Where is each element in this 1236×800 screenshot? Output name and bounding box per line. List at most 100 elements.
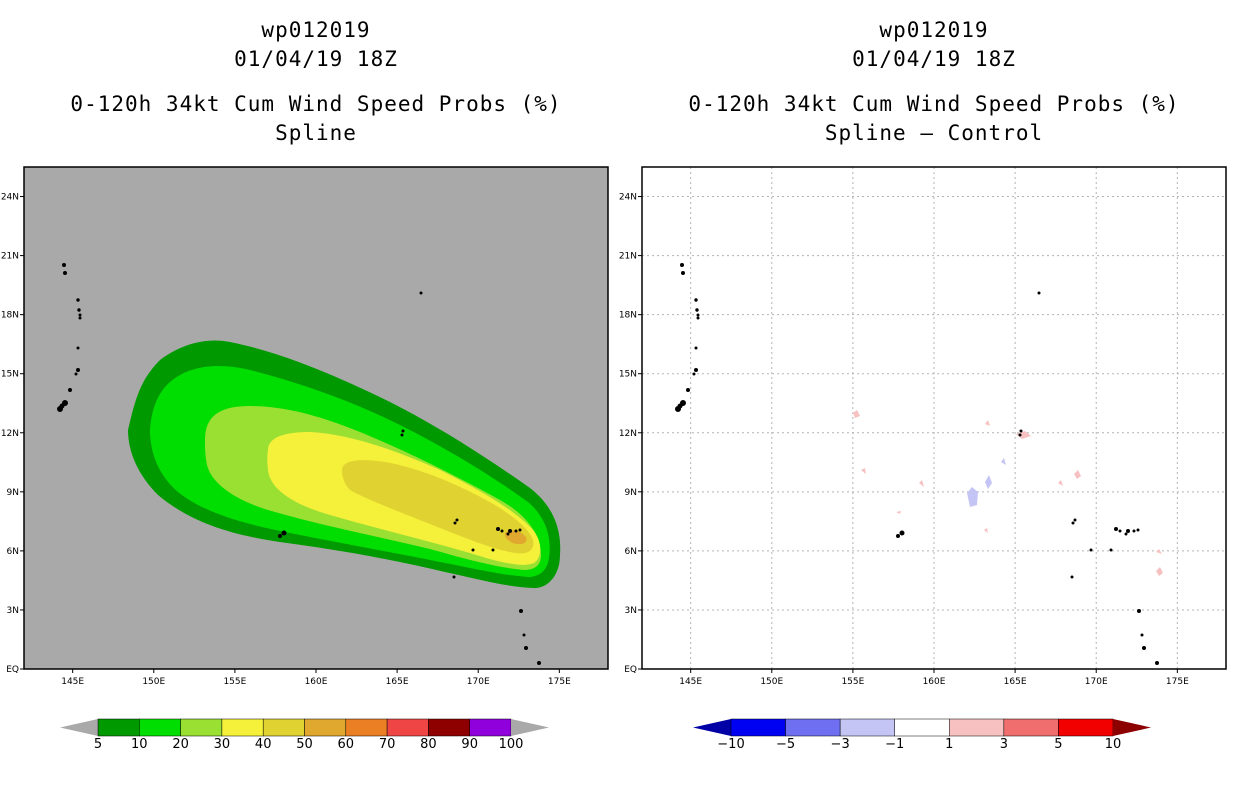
colorbar-swatch [949, 718, 1005, 737]
colorbar-swatch [785, 718, 841, 737]
island [899, 530, 905, 536]
island [1070, 575, 1074, 579]
diff-positive-patch [1016, 431, 1031, 439]
island [692, 372, 696, 376]
lon-tick-label: 160E [305, 677, 328, 687]
lat-tick-label: 18N [1, 311, 19, 321]
lat-tick-label: 9N [625, 488, 637, 498]
island [471, 548, 475, 552]
island [76, 368, 80, 372]
lon-tick-label: 170E [467, 677, 490, 687]
prob-contour-40 [342, 460, 534, 554]
diff-positive-patch [861, 468, 866, 474]
lat-tick-label: 24N [619, 193, 637, 203]
colorbar-label: 5 [1054, 737, 1062, 752]
colorbar-label: 90 [461, 737, 478, 752]
colorbar-label: −5 [776, 737, 795, 752]
colorbar-swatch [139, 718, 181, 737]
island [452, 575, 456, 579]
island [514, 529, 518, 533]
diff-positive-patch [896, 511, 901, 514]
island [74, 372, 78, 376]
diff-positive-patch [919, 480, 924, 487]
island [400, 433, 404, 437]
colorbar-label: 60 [338, 737, 355, 752]
island [508, 529, 512, 533]
island [1071, 521, 1075, 525]
island [1037, 291, 1041, 295]
lat-tick-label: EQ [624, 665, 637, 675]
island [62, 263, 66, 267]
lat-tick-label: 15N [619, 370, 637, 380]
island [76, 346, 80, 350]
diff-positive-patch [853, 410, 860, 418]
island [1018, 433, 1022, 437]
right-colorbar: −10 −5 −3 −1 1 3 5 10 [693, 718, 1151, 752]
colorbar-low-arrow [60, 719, 98, 736]
island [537, 661, 541, 665]
island [77, 308, 81, 312]
island-outlines [675, 263, 1159, 665]
island [496, 527, 500, 531]
island [506, 532, 510, 536]
colorbar-swatch [221, 718, 264, 737]
island [1136, 528, 1140, 532]
lat-tick-label: 3N [625, 606, 637, 616]
storm-id: wp012019 [261, 18, 371, 42]
lon-tick-label: 175E [1166, 677, 1189, 687]
lat-tick-label: 24N [1, 193, 19, 203]
lon-tick-label: 175E [548, 677, 571, 687]
colorbar-label: 40 [255, 737, 272, 752]
lat-tick-label: 21N [1, 252, 19, 262]
diff-positive-patch [985, 420, 990, 426]
island [518, 528, 522, 532]
colorbar-label: 20 [172, 737, 189, 752]
island [1155, 661, 1159, 665]
lon-tick-label: 145E [679, 677, 702, 687]
colorbar-low-arrow [693, 719, 731, 736]
colorbar-swatch [345, 718, 388, 737]
diff-positive-patch [1074, 470, 1081, 479]
lon-tick-label: 150E [142, 677, 165, 687]
colorbar-label: 10 [1105, 737, 1122, 752]
island [281, 530, 287, 536]
colorbar-label: 100 [499, 737, 524, 752]
colorbar-swatch [262, 718, 305, 737]
island [78, 313, 82, 317]
diff-positive-patch [1058, 480, 1063, 486]
island [1142, 646, 1146, 650]
right-panel-title: wp012019 01/04/19 18Z 0-120h 34kt Cum Wi… [642, 16, 1226, 148]
lon-tick-label: 155E [223, 677, 246, 687]
island [694, 368, 698, 372]
colorbar-swatch [1058, 718, 1114, 737]
product-name: 0-120h 34kt Cum Wind Speed Probs (%) [70, 92, 562, 116]
colorbar-high-arrow [511, 719, 549, 736]
colorbar-swatch [428, 718, 470, 737]
diff-negative-patch [967, 487, 978, 507]
lat-tick-label: 9N [7, 488, 19, 498]
island [491, 548, 495, 552]
colorbar-label: 10 [131, 737, 148, 752]
lat-tick-label: 6N [625, 547, 637, 557]
island [522, 633, 526, 637]
colorbar-swatch [469, 718, 512, 737]
panel-subtitle: Spline – Control [824, 121, 1044, 145]
island [500, 529, 504, 533]
colorbar-swatch [97, 718, 140, 737]
island [455, 518, 459, 522]
lat-tick-label: 18N [619, 311, 637, 321]
island-outlines [57, 263, 541, 665]
diff-positive-patch [1156, 567, 1163, 576]
lat-tick-label: 6N [7, 547, 19, 557]
prob-contour-50 [504, 530, 527, 545]
island [78, 316, 82, 320]
island [695, 308, 699, 312]
island [1114, 527, 1118, 531]
lat-tick-label: 12N [1, 429, 19, 439]
diff-positive-patch [1156, 549, 1162, 554]
island [401, 429, 405, 433]
island [1019, 429, 1023, 433]
island [1073, 518, 1077, 522]
island [681, 271, 685, 275]
colorbar-swatch [839, 718, 895, 737]
